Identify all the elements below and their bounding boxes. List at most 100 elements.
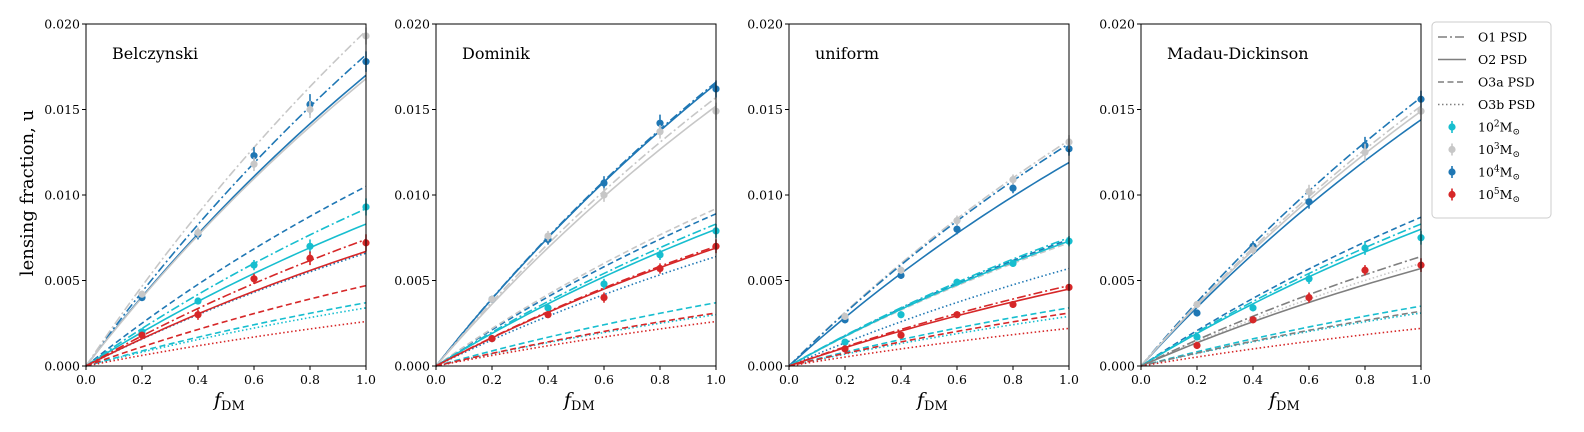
y-tick-label: 0.010 bbox=[44, 188, 80, 203]
data-point-1e2 bbox=[600, 280, 608, 288]
data-point-1e5 bbox=[488, 335, 496, 343]
legend-label: O1 PSD bbox=[1478, 30, 1527, 45]
series-line-1e5-O3b bbox=[1140, 327, 1422, 367]
series-line-1e5-O3b bbox=[85, 320, 367, 367]
series-line-1e4-O3a bbox=[1140, 216, 1422, 367]
data-point-1e4 bbox=[250, 152, 258, 160]
x-tick-label: 0.8 bbox=[300, 372, 320, 387]
data-point-1e4 bbox=[953, 225, 961, 233]
x-tick-label: 0.0 bbox=[76, 372, 96, 387]
series-line-1e2-O3a bbox=[435, 301, 717, 367]
panel-title: Dominik bbox=[462, 44, 530, 63]
data-point-1e5 bbox=[1193, 341, 1201, 350]
series-line-1e5-O2 bbox=[85, 250, 367, 367]
data-point-1e2 bbox=[1009, 259, 1017, 267]
x-tick-label: 0.2 bbox=[482, 372, 502, 387]
y-tick-label: 0.005 bbox=[44, 273, 80, 288]
legend: O1 PSD O2 PSD O3a PSD O3b PSD 102M⊙ 103M⊙ 104M… bbox=[1431, 21, 1552, 219]
data-point-1e3 bbox=[1193, 300, 1201, 309]
y-tick-label: 0.020 bbox=[1099, 17, 1135, 32]
series-line-1e5-O1 bbox=[85, 238, 367, 367]
series-line-gray-O2 bbox=[1140, 267, 1422, 367]
series-line-1e4-O1 bbox=[788, 143, 1070, 367]
y-tick-label: 0.000 bbox=[747, 359, 783, 374]
data-point-1e4 bbox=[897, 271, 905, 279]
legend-label: 104M⊙ bbox=[1478, 165, 1520, 183]
data-point-1e3 bbox=[544, 232, 552, 240]
data-point-1e5 bbox=[250, 275, 258, 283]
plot-frame bbox=[788, 23, 1070, 367]
data-point-1e5 bbox=[1361, 266, 1369, 274]
y-tick-label: 0.020 bbox=[747, 17, 783, 32]
series-line-1e2-O3b bbox=[788, 315, 1070, 367]
series-line-1e3-O2 bbox=[1140, 110, 1422, 367]
data-point-1e2 bbox=[841, 338, 849, 346]
series-line-1e2-O1 bbox=[1140, 223, 1422, 367]
data-point-1e2 bbox=[1193, 333, 1201, 341]
x-axis-label: fDM bbox=[212, 389, 245, 414]
series-line-1e3-O2 bbox=[85, 78, 367, 367]
series-line-1e5-O3a bbox=[85, 284, 367, 367]
x-tick-label: 0.4 bbox=[1243, 372, 1263, 387]
data-point-1e4 bbox=[656, 119, 664, 127]
data-point-1e5 bbox=[194, 311, 202, 319]
series-line-1e2-O2 bbox=[788, 240, 1070, 367]
data-point-1e3 bbox=[250, 160, 258, 168]
series-line-1e3-O3b bbox=[1140, 262, 1422, 367]
x-tick-label: 0.4 bbox=[188, 372, 208, 387]
x-tick-label: 0.4 bbox=[538, 372, 558, 387]
series-line-1e3-O3a bbox=[788, 242, 1070, 367]
x-axis-label: fDM bbox=[562, 389, 595, 414]
legend-label: 103M⊙ bbox=[1478, 142, 1520, 160]
data-point-1e5 bbox=[656, 264, 664, 273]
series-line-1e4-O2 bbox=[788, 161, 1070, 367]
panel-4: 0.0 0.2 0.4 0.6 0.8 1.0 0.000 0.005 0.010 0.015 0.… bbox=[1099, 17, 1431, 415]
x-tick-label: 0.6 bbox=[947, 372, 967, 387]
y-tick-label: 0.005 bbox=[1099, 273, 1135, 288]
x-tick-label: 1.0 bbox=[706, 372, 726, 387]
series-line-1e5-O3b bbox=[435, 320, 717, 367]
series-line-1e2-O1 bbox=[435, 223, 717, 367]
data-point-1e2 bbox=[897, 311, 905, 319]
data-point-1e2 bbox=[953, 278, 961, 286]
series-line-1e5-O1 bbox=[435, 245, 717, 367]
series-line-1e2-O3b bbox=[85, 307, 367, 367]
data-point-1e4 bbox=[1193, 309, 1201, 317]
series-line-1e3-O1 bbox=[85, 30, 367, 367]
data-point-1e2 bbox=[1361, 244, 1369, 252]
series-line-1e2-O2 bbox=[85, 223, 367, 367]
data-point-1e3 bbox=[1249, 246, 1257, 254]
y-tick-label: 0.015 bbox=[394, 102, 430, 117]
data-point-1e2 bbox=[1249, 304, 1257, 312]
data-point-1e4 bbox=[1009, 184, 1017, 192]
series-line-1e2-O3a bbox=[1140, 305, 1422, 367]
y-tick-label: 0.010 bbox=[1099, 188, 1135, 203]
y-tick-label: 0.015 bbox=[747, 102, 783, 117]
series-line-1e2-O3a bbox=[85, 301, 367, 367]
y-tick-label: 0.015 bbox=[44, 102, 80, 117]
data-point-1e5 bbox=[1009, 300, 1017, 309]
data-point-1e2 bbox=[306, 242, 314, 250]
series-line-1e4-O1 bbox=[435, 81, 717, 367]
legend-label: O3b PSD bbox=[1478, 97, 1535, 112]
y-axis-label: lensing fraction, u bbox=[17, 110, 38, 276]
data-point-1e2 bbox=[1305, 275, 1313, 283]
x-tick-label: 1.0 bbox=[1411, 372, 1431, 387]
series-line-1e2-O2 bbox=[1140, 228, 1422, 367]
data-point-1e3 bbox=[600, 191, 608, 199]
x-tick-label: 1.0 bbox=[1059, 372, 1079, 387]
data-point-1e5 bbox=[1249, 316, 1257, 324]
data-point-1e2 bbox=[656, 251, 664, 259]
data-point-1e5 bbox=[1305, 294, 1313, 302]
data-point-1e4 bbox=[1305, 198, 1313, 206]
x-tick-label: 1.0 bbox=[356, 372, 376, 387]
series-line-1e2-O3a bbox=[788, 307, 1070, 367]
legend-marker bbox=[1448, 168, 1456, 176]
data-point-1e3 bbox=[656, 128, 664, 136]
series-line-1e4-O3a bbox=[435, 213, 717, 367]
legend-box bbox=[1431, 21, 1552, 219]
data-point-1e3 bbox=[306, 105, 314, 114]
panel-title: uniform bbox=[815, 44, 879, 63]
series-line-1e4-O3b bbox=[85, 252, 367, 367]
